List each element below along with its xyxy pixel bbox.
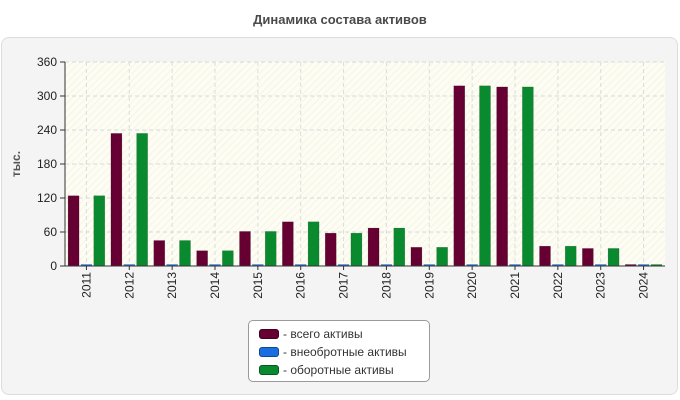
bar-series-0-2020 xyxy=(453,85,466,267)
bar-series-2-2023 xyxy=(607,248,620,267)
bar-series-0-2023 xyxy=(582,248,594,267)
bar-series-2-2022 xyxy=(564,245,577,267)
y-tick-label: 240 xyxy=(37,123,57,137)
x-tick-label: 2013 xyxy=(165,272,179,299)
x-tick-label: 2014 xyxy=(208,272,222,299)
bar-series-2-2013 xyxy=(179,240,191,267)
legend-label-noncurrent-assets: - внеобротные активы xyxy=(283,345,407,359)
x-tick-label: 2018 xyxy=(379,272,393,299)
x-tick-label: 2011 xyxy=(79,272,93,298)
legend-item-noncurrent-assets: - внеобротные активы xyxy=(249,343,429,361)
chart-area: 0 60 120 180 240 300 360 2011 2012 2013 2014 2015 20… xyxy=(9,55,665,299)
bar-series-0-2013 xyxy=(153,240,166,267)
bar-series-0-2016 xyxy=(282,221,294,267)
bar-series-0-2015 xyxy=(239,231,251,267)
x-tick-label: 2019 xyxy=(422,272,436,299)
bar-series-2-2017 xyxy=(350,232,363,267)
x-tick-label: 2022 xyxy=(551,272,565,299)
y-axis-label: тыс. xyxy=(9,151,23,177)
x-tick-label: 2021 xyxy=(508,272,522,299)
bar-series-2-2020 xyxy=(479,85,491,267)
bar-series-0-2018 xyxy=(367,227,380,267)
y-tick-label: 120 xyxy=(37,191,57,205)
bar-series-0-2022 xyxy=(539,245,551,267)
legend-label-total-assets: - всего активы xyxy=(283,327,363,341)
bar-series-2-2012 xyxy=(136,133,148,267)
bar-series-2-2016 xyxy=(307,221,320,267)
y-tick-label: 180 xyxy=(37,157,57,171)
legend: - всего активы - внеобротные активы - об… xyxy=(248,320,430,382)
chart-title: Динамика состава активов xyxy=(253,12,427,27)
y-tick-label: 0 xyxy=(50,259,57,273)
x-tick-label: 2020 xyxy=(465,272,479,299)
bar-series-0-2021 xyxy=(496,86,508,267)
legend-item-current-assets: - оборотные активы xyxy=(249,361,429,379)
x-tick-label: 2023 xyxy=(594,272,608,299)
bar-series-0-2012 xyxy=(110,133,123,267)
y-tick-label: 360 xyxy=(37,55,57,69)
bar-series-2-2014 xyxy=(222,250,234,267)
legend-swatch-total-assets xyxy=(259,329,279,339)
x-tick-label: 2024 xyxy=(637,272,651,299)
legend-item-total-assets: - всего активы xyxy=(249,325,429,343)
x-tick-label: 2017 xyxy=(337,272,351,299)
x-tick-label: 2016 xyxy=(294,272,308,299)
legend-swatch-noncurrent-assets xyxy=(259,347,279,357)
bar-series-0-2017 xyxy=(324,232,337,267)
bar-series-2-2021 xyxy=(522,86,534,267)
legend-label-current-assets: - оборотные активы xyxy=(283,363,394,377)
bar-series-2-2015 xyxy=(264,231,277,267)
plot-background xyxy=(65,62,665,266)
bar-series-0-2014 xyxy=(196,250,208,267)
bar-series-0-2019 xyxy=(410,247,423,267)
y-tick-label: 300 xyxy=(37,89,57,103)
legend-swatch-current-assets xyxy=(259,365,279,375)
x-tick-label: 2015 xyxy=(251,272,265,299)
x-tick-label: 2012 xyxy=(122,272,136,299)
bar-series-2-2011 xyxy=(93,195,106,267)
y-tick-label: 60 xyxy=(44,225,58,239)
bar-series-2-2019 xyxy=(436,247,448,267)
bar-series-0-2011 xyxy=(67,195,80,267)
bar-series-2-2018 xyxy=(393,227,406,267)
